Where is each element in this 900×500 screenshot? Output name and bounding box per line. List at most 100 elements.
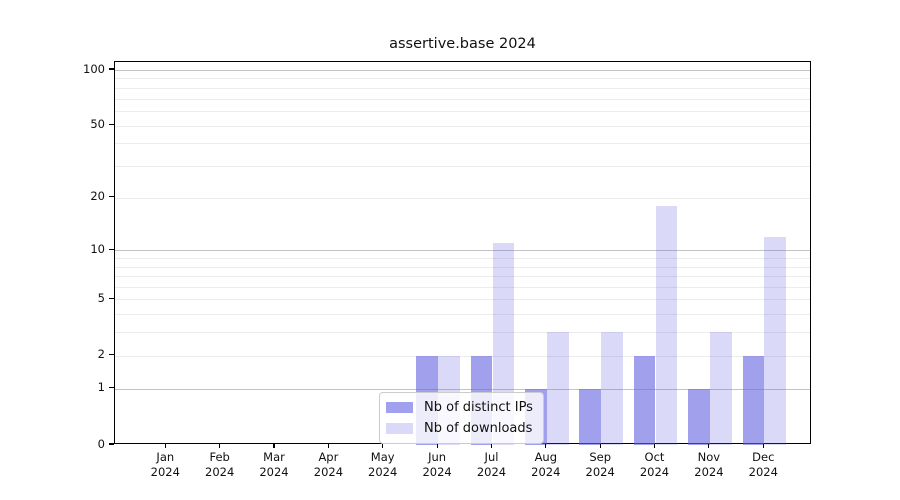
x-axis-tick [545,444,547,448]
x-axis-tick [490,444,493,448]
y-tick-label: 10 [90,241,105,256]
gridline-minor [115,166,810,167]
x-tick-year: 2024 [368,465,398,479]
x-axis-tick [219,444,221,448]
x-tick-month: Aug [534,450,558,464]
x-axis-tick [382,444,384,448]
bar-distinct-ips-sep [579,388,602,445]
legend-box: Nb of distinct IPs Nb of downloads [379,392,544,444]
x-tick-year: 2024 [150,465,180,479]
chart-title: assertive.base 2024 [389,36,536,52]
bar-distinct-ips-oct [633,355,656,445]
x-tick-year: 2024 [422,465,452,479]
gridline-minor [115,125,810,127]
x-axis-tick [708,444,710,448]
x-tick-month: Oct [644,450,665,464]
x-tick-month: May [370,450,395,464]
x-tick-label: Dec 2024 [731,450,795,480]
gridline-minor [115,98,810,100]
x-tick-month: Sep [589,450,612,464]
x-tick-label: Feb 2024 [188,450,252,480]
x-tick-month: Jul [484,450,499,464]
y-axis-tick [109,248,114,250]
legend-label-distinct-ips: Nb of distinct IPs [424,400,533,415]
x-tick-year: 2024 [585,465,615,479]
y-axis-tick [109,68,114,70]
y-axis-tick [109,354,114,356]
x-tick-month: Apr [318,450,339,464]
y-axis-tick [109,297,114,299]
x-tick-year: 2024 [205,465,235,479]
x-tick-year: 2024 [694,465,724,479]
y-tick-label: 1 [97,380,105,395]
y-tick-label: 2 [97,347,105,362]
gridline-minor [115,355,810,357]
legend-swatch-downloads [386,423,413,434]
gridline-minor [115,143,810,145]
gridline-minor [115,257,810,259]
x-axis-tick [273,444,275,448]
legend-row-downloads: Nb of downloads [386,420,533,437]
bar-downloads-nov [709,332,732,445]
x-tick-year: 2024 [639,465,670,479]
y-tick-label: 20 [90,189,105,204]
y-tick-label: 100 [83,61,105,76]
y-axis-tick [109,123,114,126]
x-tick-label: Jan 2024 [133,450,197,480]
x-axis-tick [762,444,764,448]
gridline-minor [115,276,810,277]
gridline-minor [115,286,810,288]
x-tick-month: Mar [263,450,285,464]
x-tick-label: May 2024 [351,450,415,480]
bar-distinct-ips-nov [688,388,710,445]
gridline-minor [115,87,810,89]
x-tick-month: Nov [697,450,721,464]
y-axis-tick [109,443,114,445]
gridline-major [115,250,810,252]
x-tick-year: 2024 [476,465,507,479]
x-tick-year: 2024 [748,465,778,479]
gridline-major [115,70,810,72]
x-tick-label: Nov 2024 [677,450,741,480]
x-tick-month: Jan [156,450,175,464]
x-tick-month: Feb [209,450,230,464]
x-axis-tick [653,444,656,448]
gridline-minor [115,197,810,199]
x-tick-month: Dec [752,450,775,464]
gridline-minor [115,78,810,80]
plot-area [114,61,811,445]
x-axis-tick [599,444,601,448]
x-axis-tick [327,444,329,448]
gridline-minor [115,266,810,268]
x-tick-label: Sep 2024 [568,450,632,480]
bar-downloads-oct [655,205,678,445]
x-tick-label: Oct 2024 [623,450,687,480]
x-tick-label: Jul 2024 [460,450,524,480]
legend-row-distinct-ips: Nb of distinct IPs [386,399,533,416]
y-tick-label: 50 [90,117,105,131]
y-tick-label: 5 [97,290,105,305]
gridline-minor [115,314,810,316]
y-axis-tick [109,387,114,389]
bar-downloads-aug [546,332,569,445]
gridline-minor [115,299,810,301]
bar-distinct-ips-dec [742,355,765,445]
x-tick-label: Apr 2024 [296,450,360,480]
x-tick-label: Aug 2024 [514,450,578,480]
x-tick-label: Mar 2024 [242,450,306,480]
legend-swatch-distinct-ips [386,402,413,413]
bar-downloads-dec [764,236,787,445]
legend-label-downloads: Nb of downloads [424,421,533,436]
x-axis-tick [436,444,438,448]
x-tick-year: 2024 [531,465,561,479]
gridline-minor [115,332,810,334]
x-axis-tick [164,444,166,448]
y-tick-label: 0 [97,436,105,451]
x-tick-month: Jun [428,450,447,464]
bar-downloads-sep [601,332,623,445]
x-tick-year: 2024 [259,465,289,479]
gridline-minor [115,111,810,112]
y-axis-tick [109,196,114,198]
x-tick-year: 2024 [313,465,344,479]
